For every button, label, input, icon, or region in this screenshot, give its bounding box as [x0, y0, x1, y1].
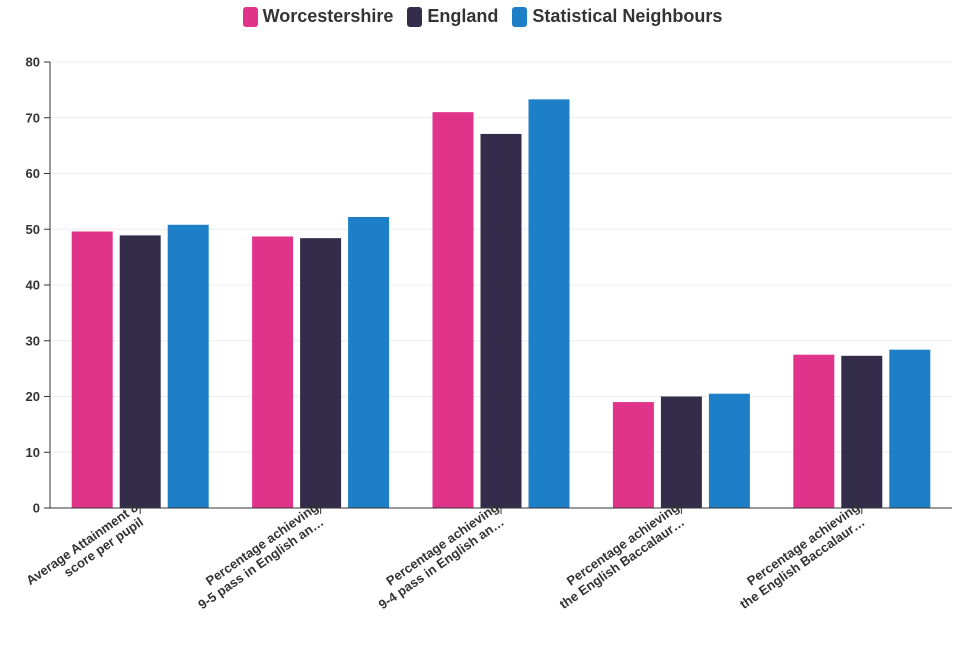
x-category-label-line: the English Baccalaur… — [737, 514, 868, 612]
legend-item[interactable]: England — [407, 6, 498, 27]
bar — [480, 133, 522, 509]
x-category-label-line: Percentage achieving — [203, 500, 321, 589]
bar — [71, 231, 113, 509]
bar — [119, 235, 161, 508]
y-tick-label: 10 — [26, 445, 40, 460]
y-tick-label: 70 — [26, 110, 40, 125]
x-category-label-line: Percentage achieving — [383, 500, 501, 589]
bar — [252, 236, 294, 508]
bar — [889, 349, 931, 508]
y-tick-label: 30 — [26, 333, 40, 348]
x-category-label-line: Percentage achieving — [564, 500, 682, 589]
x-category-label-line: Average Attainment 8 — [23, 500, 140, 588]
bar — [660, 396, 702, 508]
y-tick-label: 50 — [26, 222, 40, 237]
bar — [612, 402, 654, 508]
bar — [793, 354, 835, 508]
bar — [432, 112, 474, 509]
y-tick-label: 60 — [26, 166, 40, 181]
legend-item[interactable]: Statistical Neighbours — [512, 6, 722, 27]
x-category-label-line: the English Baccalaur… — [557, 514, 688, 612]
y-tick-label: 40 — [26, 278, 40, 293]
y-tick-label: 0 — [33, 501, 40, 516]
bar — [167, 224, 209, 509]
legend-label: Worcestershire — [262, 6, 394, 26]
x-category-label-line: 9-5 pass in English an… — [195, 514, 326, 612]
bar — [528, 99, 570, 508]
y-tick-label: 20 — [26, 389, 40, 404]
bars — [71, 99, 931, 509]
bar — [708, 393, 750, 508]
legend-swatch — [242, 6, 258, 27]
bar — [348, 216, 390, 509]
legend-label: England — [427, 6, 499, 26]
bar — [841, 355, 883, 508]
legend-label: Statistical Neighbours — [532, 6, 723, 26]
y-axis-ticks: 0 10 20 30 40 50 60 70 80 — [26, 55, 50, 516]
x-category-label-line: Percentage achieving — [744, 500, 862, 589]
chart-legend: Worcestershire England Statistical Neighbo… — [0, 6, 965, 27]
legend-swatch — [512, 6, 528, 27]
bar — [300, 238, 342, 509]
legend-item[interactable]: Worcestershire — [242, 6, 394, 27]
y-tick-label: 80 — [26, 55, 40, 70]
x-category-label-line: 9-4 pass in English an… — [376, 514, 507, 612]
legend-swatch — [407, 6, 423, 27]
